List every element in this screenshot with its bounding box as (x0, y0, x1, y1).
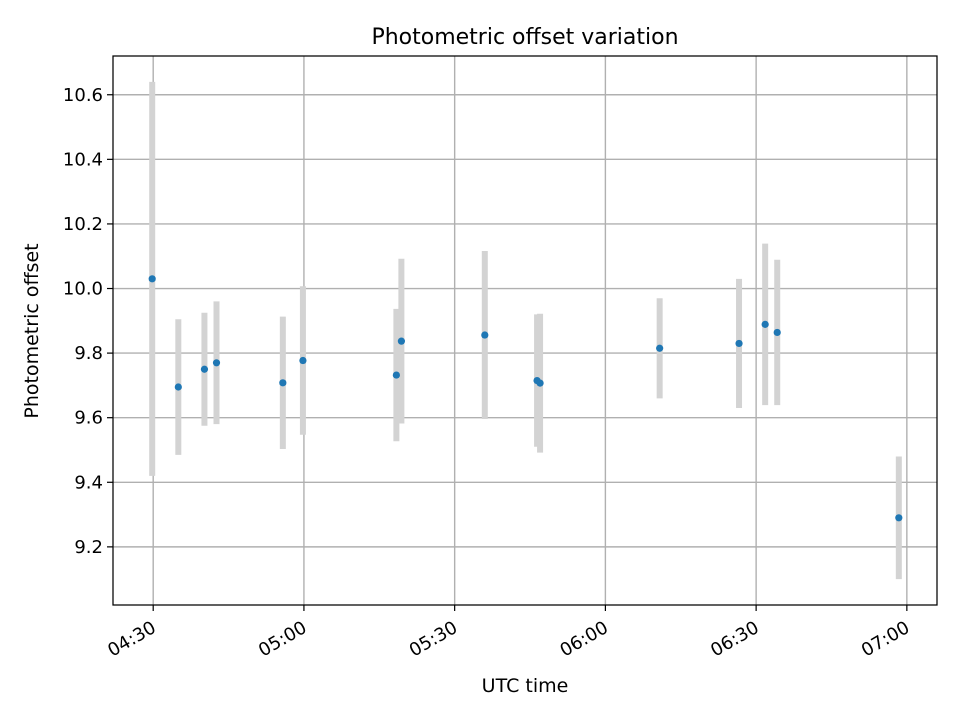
y-tick-label: 10.4 (63, 149, 103, 170)
y-tick-label: 10.6 (63, 85, 103, 106)
data-points (148, 275, 903, 522)
data-point (299, 356, 307, 365)
data-point (656, 344, 664, 352)
y-tick-label: 9.6 (74, 408, 103, 429)
y-tick-label: 9.8 (74, 343, 103, 364)
data-point (536, 379, 544, 387)
data-point (392, 371, 400, 379)
y-tick-label: 10.0 (63, 279, 103, 300)
data-point (735, 339, 743, 348)
y-tick-label: 10.2 (63, 214, 103, 235)
y-tick-label: 9.2 (74, 537, 103, 558)
data-point (895, 514, 903, 522)
data-point (773, 328, 781, 337)
data-point (279, 379, 287, 387)
data-point (212, 359, 221, 367)
data-point (148, 275, 156, 283)
data-point (761, 320, 769, 328)
data-point (174, 383, 182, 391)
plot-frame (112, 55, 938, 606)
data-point (200, 365, 209, 373)
y-tick-label: 9.4 (74, 472, 103, 493)
chart-title: Photometric offset variation (371, 25, 678, 50)
x-axis-label: UTC time (482, 675, 569, 697)
y-axis-label: Photometric offset (21, 243, 43, 418)
grid (113, 56, 937, 605)
data-point (481, 331, 489, 339)
data-point (397, 337, 405, 345)
